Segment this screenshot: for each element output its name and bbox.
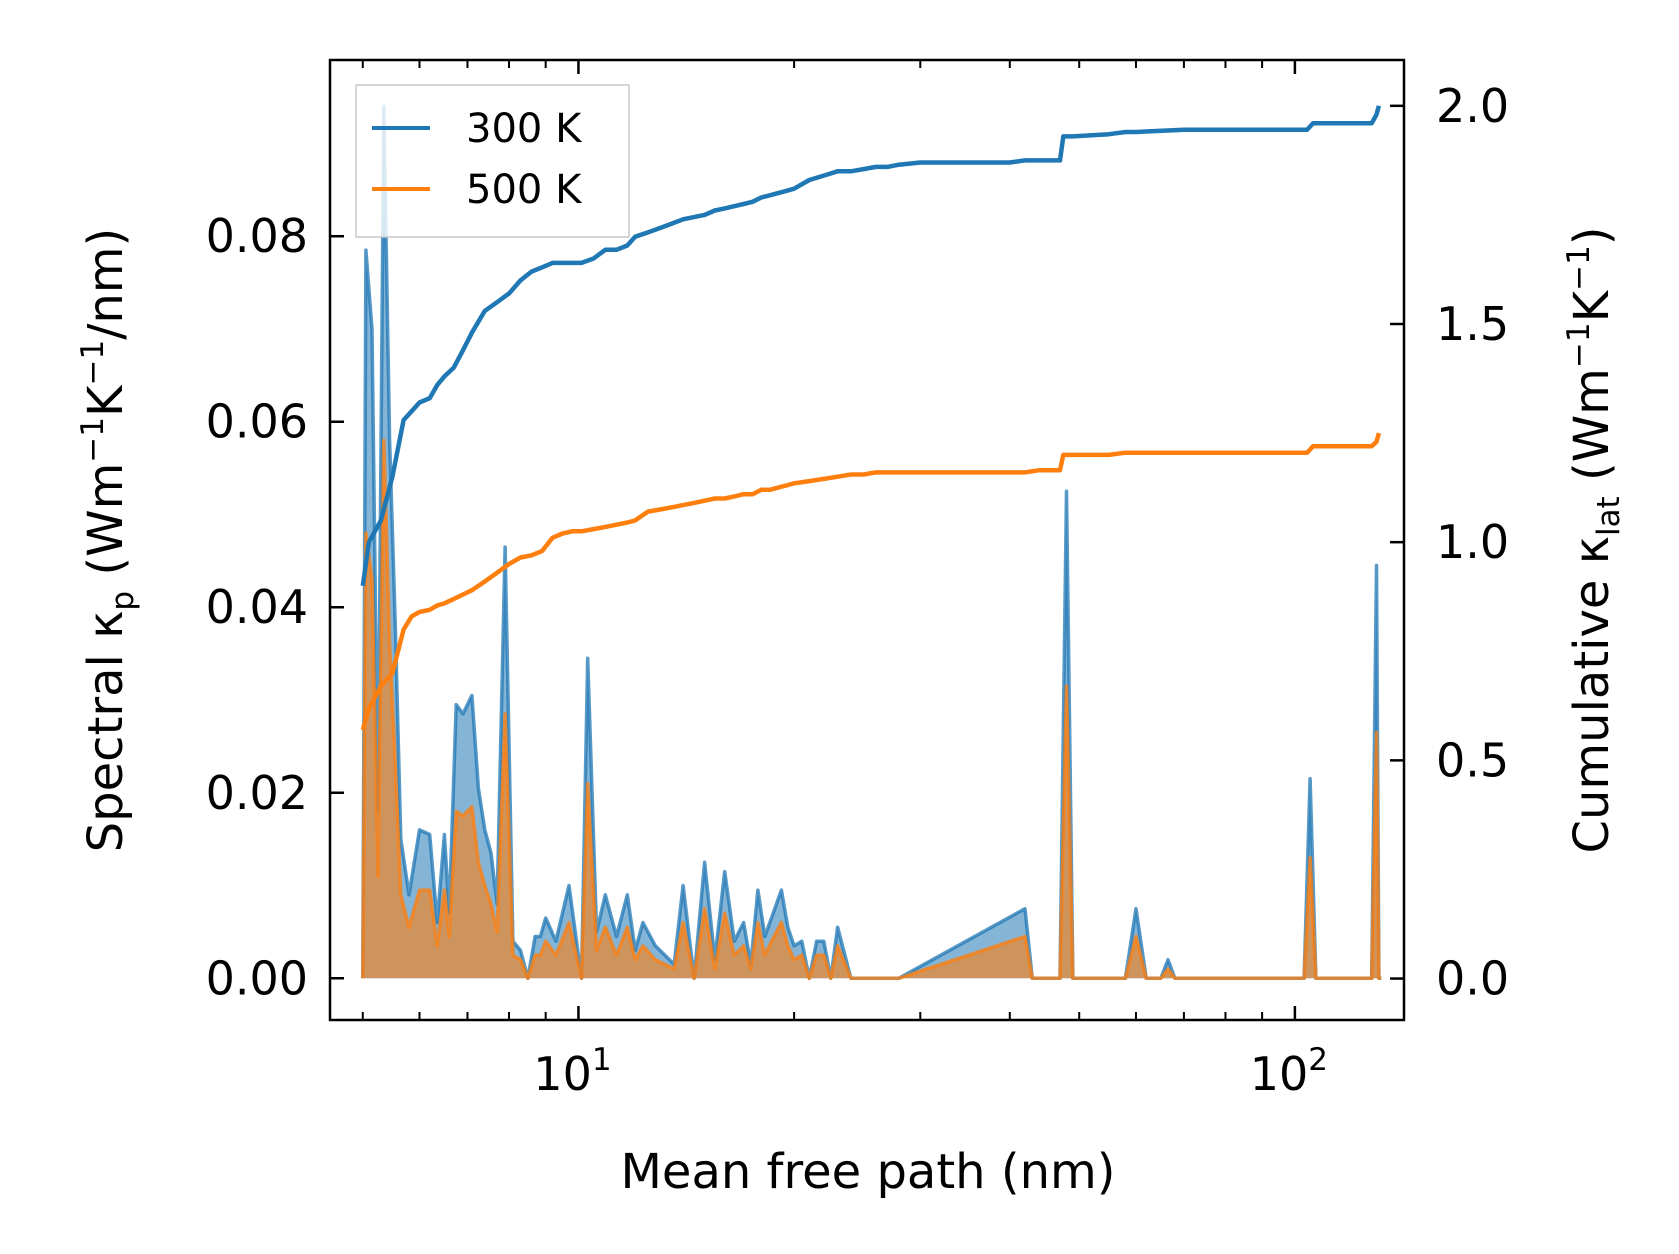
left-tick-label: 0.02	[206, 766, 308, 820]
right-tick-label: 1.5	[1436, 297, 1509, 351]
left-tick-label: 0.04	[206, 580, 308, 634]
spectral-line-500k	[361, 438, 1382, 981]
x-axis-title: Mean free path (nm)	[621, 1144, 1116, 1200]
left-tick-label: 0.06	[206, 395, 308, 449]
left-tick-label: 0.00	[206, 951, 308, 1005]
legend-label-500k: 500 K	[466, 167, 583, 213]
legend-label-300k: 300 K	[466, 106, 583, 152]
cumulative-series-group	[360, 105, 1382, 731]
right-tick-label: 2.0	[1436, 79, 1509, 133]
ticks-group: 0.00 0.02 0.04 0.06 0.08 0.0 0.5 1.0 1.5 2.0 101 10…	[206, 60, 1509, 1101]
right-tick-label: 0.0	[1436, 952, 1509, 1006]
legend-box	[355, 84, 630, 238]
spectral-area-500k	[362, 440, 1382, 979]
right-axis-title: Cumulative κlat (Wm−1K−1)	[1561, 226, 1627, 853]
cumulative-line-300k	[360, 105, 1382, 587]
left-tick-label: 0.08	[206, 209, 308, 263]
right-tick-label: 0.5	[1436, 733, 1509, 787]
x-tick-label: 101	[533, 1042, 611, 1101]
left-axis-title: Spectral κp (Wm−1K−1/nm)	[75, 228, 141, 853]
plot-frame	[328, 58, 1406, 1022]
spectral-series-group	[361, 104, 1382, 981]
right-tick-label: 1.0	[1436, 515, 1509, 569]
x-tick-label: 102	[1250, 1042, 1328, 1101]
cumulative-line-500k	[360, 432, 1382, 731]
legend: 300 K 500 K	[355, 84, 630, 238]
